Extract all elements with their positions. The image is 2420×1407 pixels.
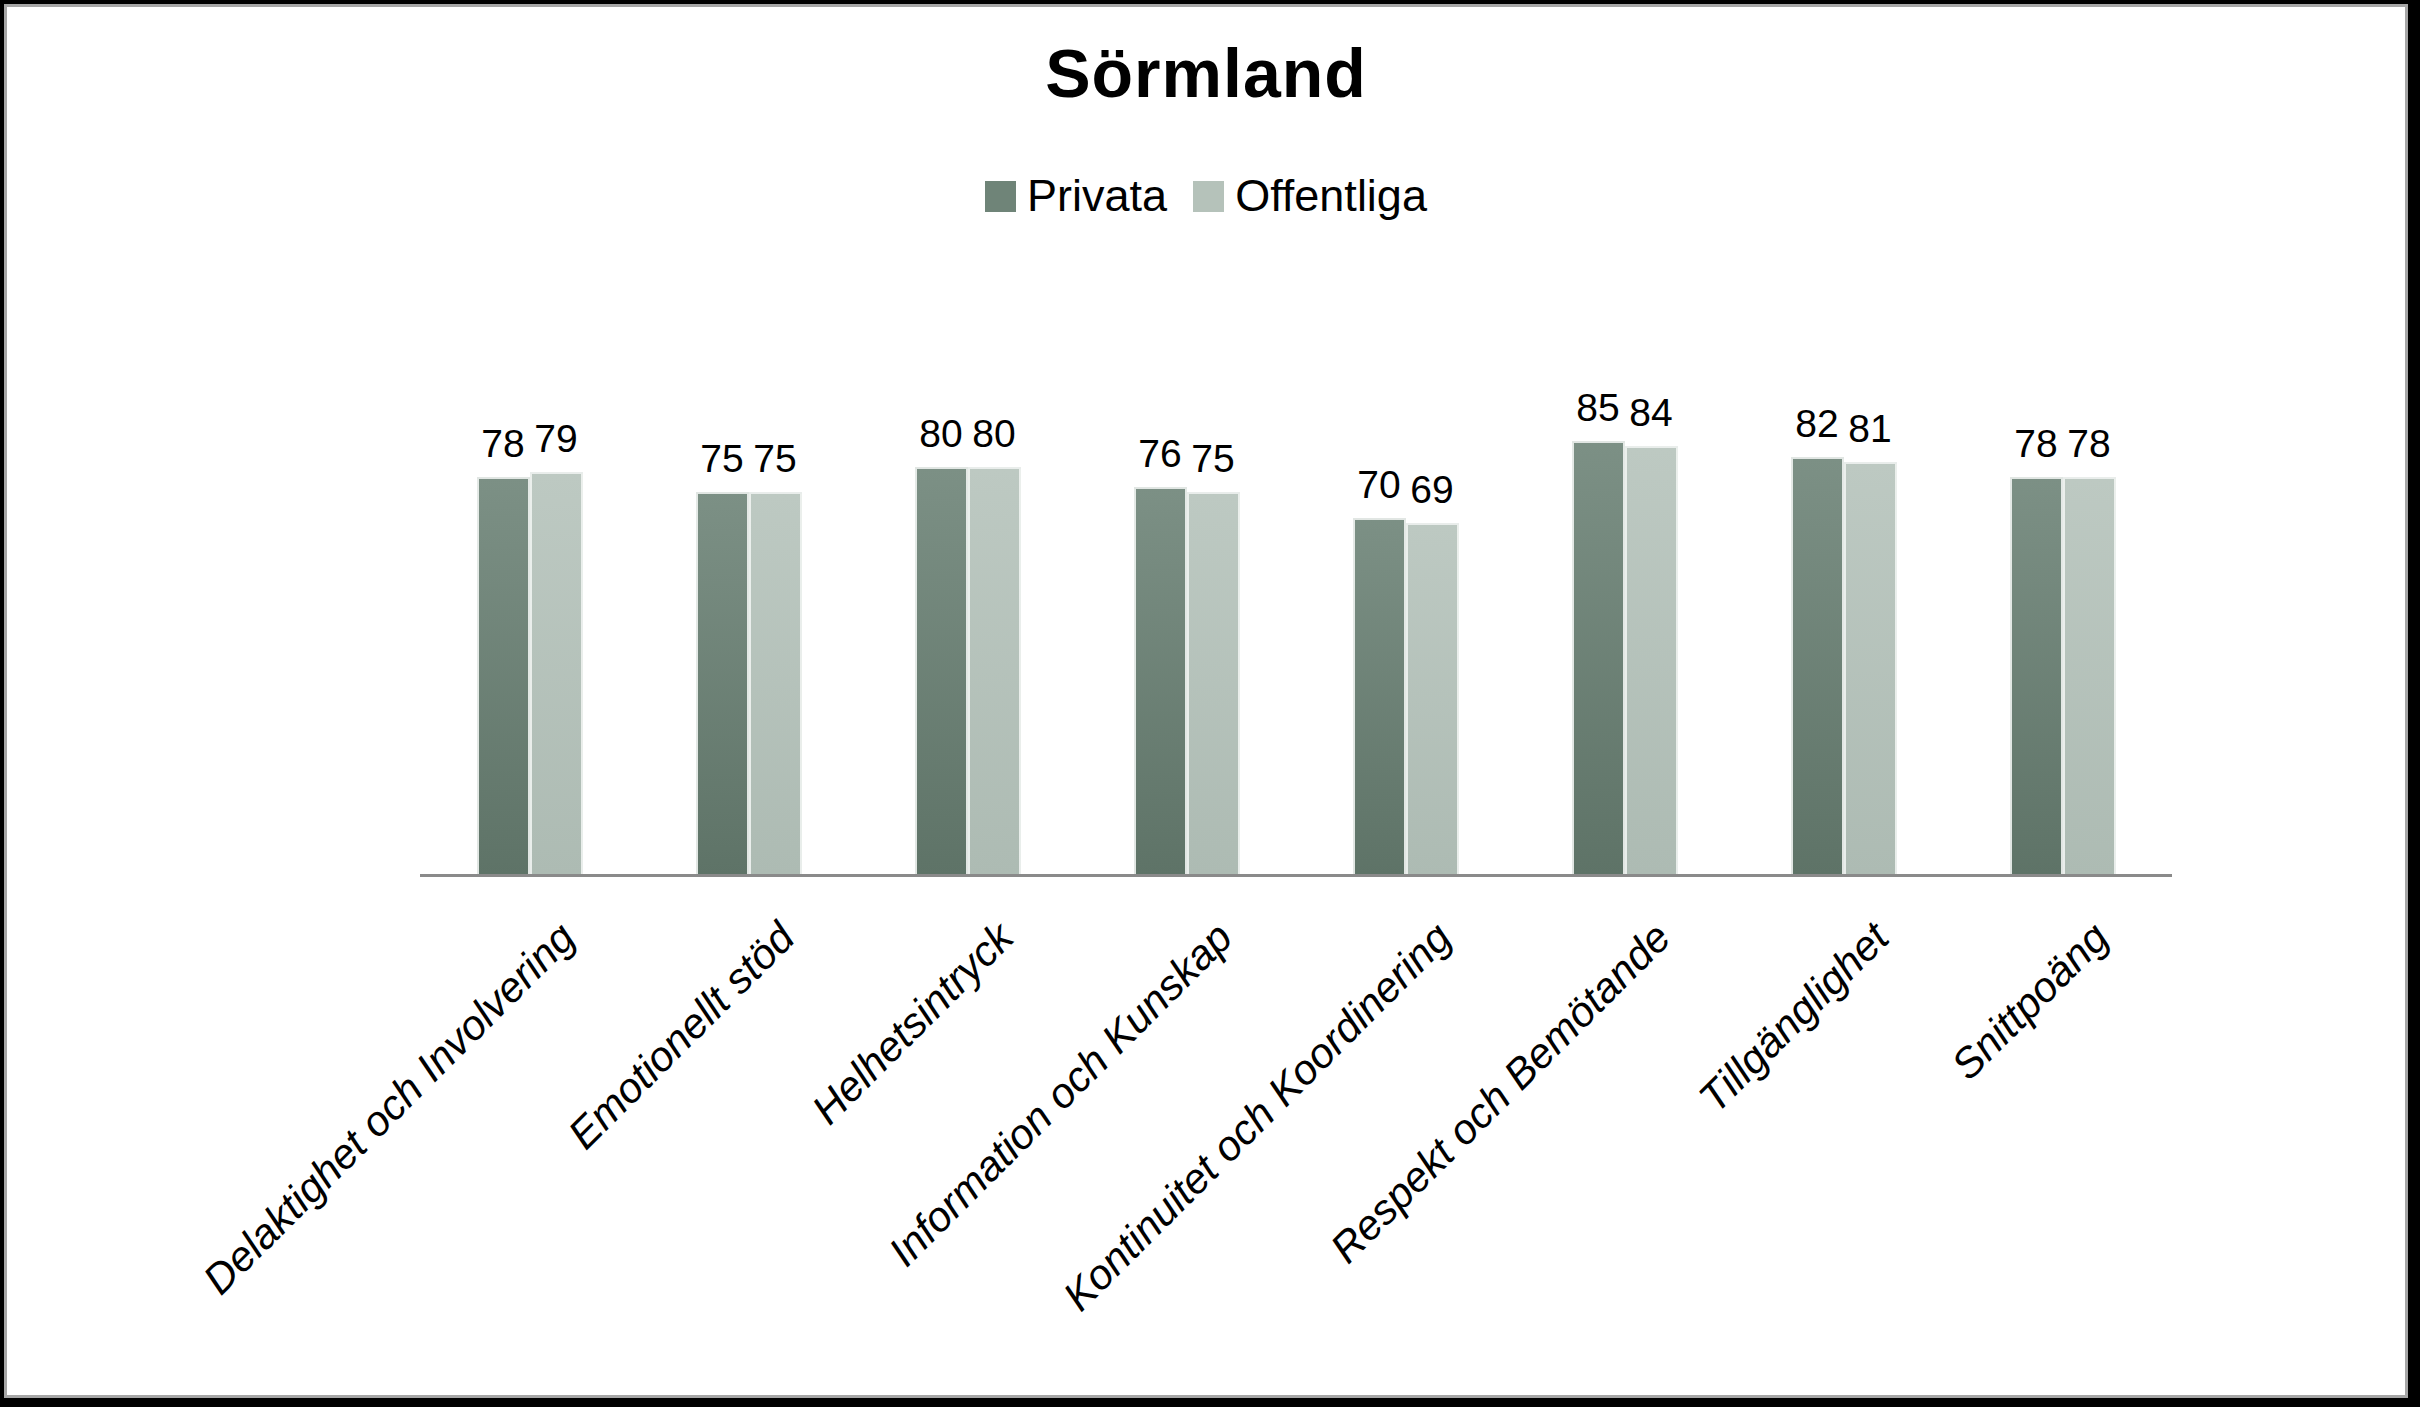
x-axis-label: Tillgänglighet [1691, 914, 1898, 1121]
value-label: 80 [919, 414, 962, 453]
value-label: 78 [481, 424, 524, 463]
bar-privata: 85 [1572, 441, 1625, 874]
value-label: 79 [534, 419, 577, 458]
legend-label-privata: Privata [1027, 170, 1167, 222]
bar-group: 7575Emotionellt stöd [639, 314, 858, 874]
bar-privata: 70 [1353, 518, 1406, 874]
bar-privata: 75 [696, 492, 749, 874]
bar-offentliga: 84 [1625, 446, 1678, 874]
value-label: 69 [1410, 470, 1453, 509]
bar-group: 8080Helhetsintryck [858, 314, 1077, 874]
x-axis-label: Snittpoäng [1942, 914, 2117, 1089]
x-axis-label: Emotionellt stöd [559, 914, 803, 1158]
value-label: 82 [1795, 404, 1838, 443]
value-label: 70 [1357, 465, 1400, 504]
bar-group: 8584Respekt och Bemötande [1515, 314, 1734, 874]
value-label: 80 [972, 414, 1015, 453]
legend-swatch-offentliga [1193, 181, 1224, 212]
legend-item-offentliga: Offentliga [1193, 170, 1427, 222]
bar-group: 8281Tillgänglighet [1734, 314, 1953, 874]
bar-offentliga: 75 [1187, 492, 1240, 874]
value-label: 78 [2014, 424, 2057, 463]
legend-item-privata: Privata [985, 170, 1167, 222]
bar-group: 7069Kontinuitet och Koordinering [1296, 314, 1515, 874]
value-label: 78 [2067, 424, 2110, 463]
plot-area: 7879Delaktighet och Involvering7575Emoti… [420, 314, 2172, 874]
bar-group: 7878Snittpoäng [1953, 314, 2172, 874]
bar-groups: 7879Delaktighet och Involvering7575Emoti… [420, 314, 2172, 874]
x-axis-label: Kontinuitet och Koordinering [1054, 914, 1460, 1320]
bar-privata: 80 [915, 467, 968, 874]
value-label: 84 [1629, 393, 1672, 432]
x-axis-label: Delaktighet och Involvering [195, 914, 584, 1303]
bar-offentliga: 79 [530, 472, 583, 874]
value-label: 81 [1848, 409, 1891, 448]
value-label: 85 [1576, 388, 1619, 427]
bar-group: 7879Delaktighet och Involvering [420, 314, 639, 874]
bar-privata: 78 [2010, 477, 2063, 874]
legend: Privata Offentliga [4, 170, 2408, 222]
chart-frame: Sörmland Privata Offentliga 7879Delaktig… [0, 0, 2420, 1407]
bar-offentliga: 78 [2063, 477, 2116, 874]
x-axis-line [420, 874, 2172, 877]
bar-privata: 76 [1134, 487, 1187, 874]
bar-offentliga: 69 [1406, 523, 1459, 874]
bar-privata: 82 [1791, 457, 1844, 874]
bar-offentliga: 80 [968, 467, 1021, 874]
legend-label-offentliga: Offentliga [1235, 170, 1427, 222]
value-label: 75 [753, 439, 796, 478]
bar-group: 7675Information och Kunskap [1077, 314, 1296, 874]
chart-title: Sörmland [4, 34, 2408, 112]
value-label: 76 [1138, 434, 1181, 473]
value-label: 75 [700, 439, 743, 478]
bar-offentliga: 75 [749, 492, 802, 874]
x-axis-label: Helhetsintryck [803, 914, 1022, 1133]
legend-swatch-privata [985, 181, 1016, 212]
bar-offentliga: 81 [1844, 462, 1897, 874]
value-label: 75 [1191, 439, 1234, 478]
bar-privata: 78 [477, 477, 530, 874]
